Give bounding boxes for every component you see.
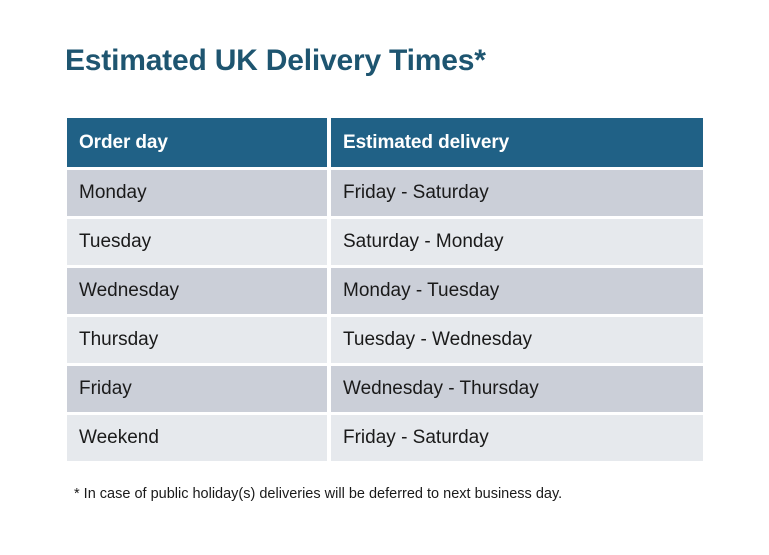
cell-estimated-delivery: Friday - Saturday	[331, 170, 703, 216]
cell-order-day: Wednesday	[67, 268, 327, 314]
table-row: Monday Friday - Saturday	[67, 170, 703, 216]
cell-estimated-delivery: Saturday - Monday	[331, 219, 703, 265]
table-row: Friday Wednesday - Thursday	[67, 366, 703, 412]
cell-estimated-delivery: Wednesday - Thursday	[331, 366, 703, 412]
cell-order-day: Thursday	[67, 317, 327, 363]
delivery-times-table: Order day Estimated delivery Monday Frid…	[67, 118, 703, 461]
page-title: Estimated UK Delivery Times*	[65, 44, 486, 77]
column-header-estimated-delivery: Estimated delivery	[331, 118, 703, 167]
cell-order-day: Weekend	[67, 415, 327, 461]
cell-order-day: Tuesday	[67, 219, 327, 265]
column-header-order-day: Order day	[67, 118, 327, 167]
table-row: Tuesday Saturday - Monday	[67, 219, 703, 265]
table-row: Thursday Tuesday - Wednesday	[67, 317, 703, 363]
footnote-text: * In case of public holiday(s) deliverie…	[74, 486, 563, 502]
cell-order-day: Friday	[67, 366, 327, 412]
table-header-row: Order day Estimated delivery	[67, 118, 703, 167]
table-row: Wednesday Monday - Tuesday	[67, 268, 703, 314]
cell-order-day: Monday	[67, 170, 327, 216]
cell-estimated-delivery: Friday - Saturday	[331, 415, 703, 461]
cell-estimated-delivery: Tuesday - Wednesday	[331, 317, 703, 363]
cell-estimated-delivery: Monday - Tuesday	[331, 268, 703, 314]
table-row: Weekend Friday - Saturday	[67, 415, 703, 461]
